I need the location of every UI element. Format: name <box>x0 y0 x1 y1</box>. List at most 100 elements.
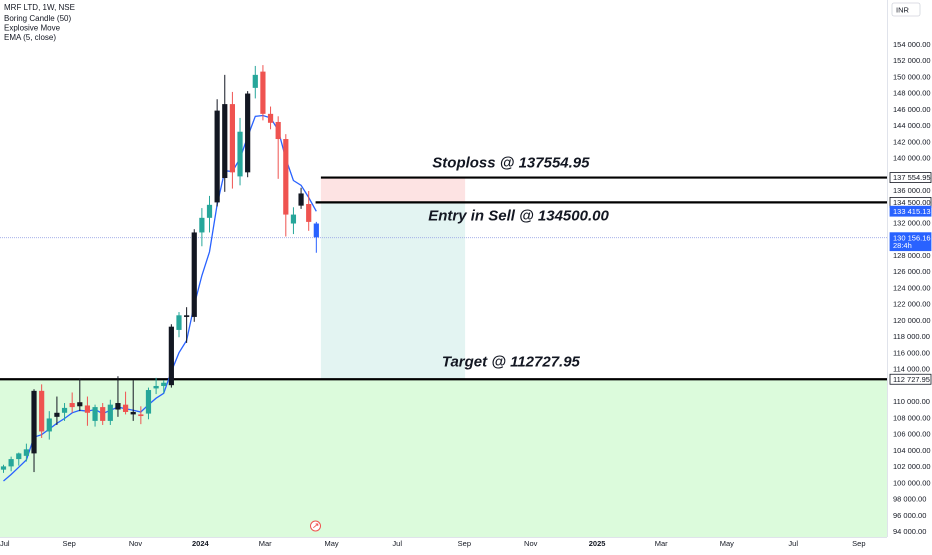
candle-body[interactable] <box>191 232 197 317</box>
candle-body[interactable] <box>168 326 174 386</box>
x-tick-label: Jul <box>788 539 798 548</box>
candle-body[interactable] <box>61 407 68 413</box>
x-tick-label: 2025 <box>589 539 606 548</box>
y-tick-label: 152 000.00 <box>893 56 931 65</box>
candle-body[interactable] <box>115 403 121 410</box>
annotation-label: Stoploss @ 137554.95 <box>432 154 590 171</box>
y-tick-label: 108 000.00 <box>893 413 931 422</box>
currency-box[interactable] <box>891 2 921 17</box>
price-tag <box>889 172 932 183</box>
price-tag-label: 134 500.00 <box>893 198 931 207</box>
y-tick-label: 102 000.00 <box>893 462 931 471</box>
candle-body[interactable] <box>176 315 182 330</box>
candle-body[interactable] <box>214 110 220 203</box>
candle-body[interactable] <box>298 193 304 206</box>
candle-body[interactable] <box>260 71 266 114</box>
candle-body[interactable] <box>313 223 319 238</box>
y-tick-label: 116 000.00 <box>893 348 930 357</box>
price-tag <box>889 232 932 252</box>
candle-body[interactable] <box>161 382 167 386</box>
y-tick-label: 128 000.00 <box>893 251 931 260</box>
y-tick-label: 98 000.00 <box>893 495 926 504</box>
y-tick-label: 100 000.00 <box>893 478 931 487</box>
candle-body[interactable] <box>54 412 60 417</box>
candle-body[interactable] <box>245 93 251 173</box>
y-tick-label: 150 000.00 <box>893 72 931 81</box>
y-tick-label: 114 000.00 <box>893 365 930 374</box>
candle-body[interactable] <box>130 411 136 415</box>
candle-body[interactable] <box>138 414 144 417</box>
x-tick-label: Sep <box>458 539 471 548</box>
candle-body[interactable] <box>69 403 75 408</box>
candle-body[interactable] <box>290 214 297 224</box>
candle-body[interactable] <box>237 131 243 177</box>
legend-indicator: EMA (5, close) <box>4 33 56 42</box>
candle-body[interactable] <box>275 121 281 140</box>
candle-body[interactable] <box>306 204 312 222</box>
candle-body[interactable] <box>199 217 205 233</box>
y-tick-label: 120 000.00 <box>893 316 931 325</box>
candle-body[interactable] <box>46 418 52 432</box>
y-tick-label: 148 000.00 <box>893 89 931 98</box>
y-tick-label: 124 000.00 <box>893 283 931 292</box>
y-tick-label: 106 000.00 <box>893 430 931 439</box>
x-tick-label: 2024 <box>192 539 210 548</box>
y-tick-label: 110 000.00 <box>893 397 930 406</box>
x-tick-label: May <box>720 539 734 548</box>
price-tag <box>889 205 932 217</box>
y-tick-label: 104 000.00 <box>893 446 931 455</box>
x-tick-label: Mar <box>259 539 272 548</box>
stoploss-zone <box>320 177 466 203</box>
countdown-label: 28:4h <box>893 241 912 250</box>
x-tick-label: May <box>325 539 339 548</box>
y-tick-label: 132 000.00 <box>893 219 931 228</box>
price-tag-label: 133 415.13 <box>893 207 931 216</box>
price-axis[interactable] <box>887 0 932 550</box>
y-tick-label: 142 000.00 <box>893 137 931 146</box>
annotation-label: Entry in Sell @ 134500.00 <box>428 207 609 224</box>
candle-body[interactable] <box>31 390 37 454</box>
price-tag-label: 137 554.95 <box>893 173 931 182</box>
candle-body[interactable] <box>84 405 91 413</box>
candle-body[interactable] <box>39 390 45 432</box>
price-tag-label: 130 156.16 <box>893 233 931 242</box>
price-tag <box>889 373 932 385</box>
candle-body[interactable] <box>100 407 106 421</box>
candle-body[interactable] <box>122 404 129 412</box>
x-tick-label: Sep <box>852 539 865 548</box>
candle-body[interactable] <box>0 466 7 470</box>
legend-indicator: Boring Candle (50) <box>4 14 71 23</box>
candle-body[interactable] <box>267 113 274 123</box>
candle-body[interactable] <box>153 385 159 389</box>
candle-body[interactable] <box>145 390 152 414</box>
candle-body[interactable] <box>92 407 98 421</box>
candle-body[interactable] <box>184 315 190 317</box>
candle-body[interactable] <box>23 449 29 456</box>
y-tick-label: 122 000.00 <box>893 300 931 309</box>
y-tick-label: 136 000.00 <box>893 186 931 195</box>
candle-body[interactable] <box>222 104 228 179</box>
candle-body[interactable] <box>283 139 289 215</box>
y-tick-label: 94 000.00 <box>893 527 926 536</box>
candle-body[interactable] <box>8 459 14 467</box>
candle-body[interactable] <box>16 453 22 460</box>
candle-body[interactable] <box>77 402 83 407</box>
ema-line <box>3 114 317 482</box>
event-icon-glyph <box>313 523 319 529</box>
currency-label: INR <box>896 6 910 15</box>
legend-symbol: MRF LTD, 1W, NSE <box>4 3 75 12</box>
x-tick-label: Nov <box>524 539 538 548</box>
y-tick-label: 118 000.00 <box>893 332 930 341</box>
y-tick-label: 96 000.00 <box>893 511 926 520</box>
candle-body[interactable] <box>252 74 258 88</box>
candle-body[interactable] <box>107 404 113 421</box>
candle-body[interactable] <box>206 204 213 218</box>
annotation-label: Target @ 112727.95 <box>442 353 581 370</box>
candle-body[interactable] <box>229 104 235 173</box>
price-tag-label: 112 727.95 <box>893 375 930 384</box>
x-tick-label: Nov <box>129 539 143 548</box>
x-tick-label: Mar <box>655 539 668 548</box>
x-tick-label: Jul <box>0 539 10 548</box>
